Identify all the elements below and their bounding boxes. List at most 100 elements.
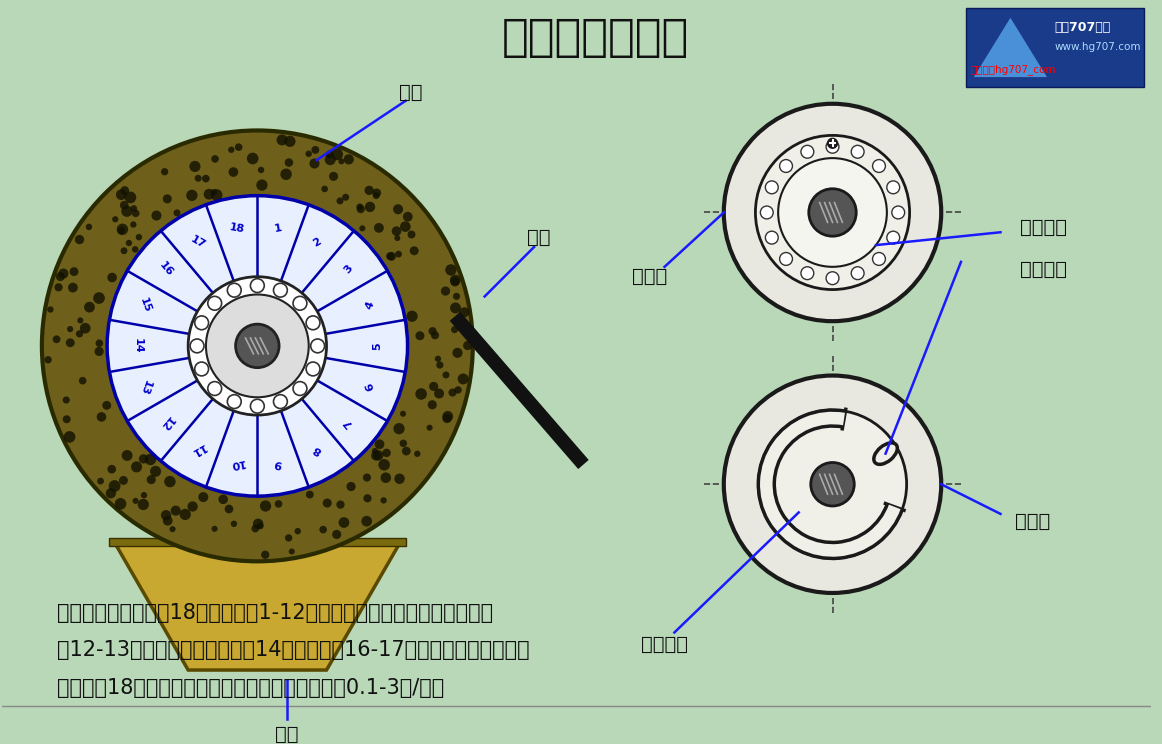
Circle shape <box>70 267 78 276</box>
Circle shape <box>280 169 292 180</box>
Circle shape <box>306 316 320 330</box>
Circle shape <box>392 226 401 236</box>
Circle shape <box>359 225 365 231</box>
Circle shape <box>253 519 264 529</box>
Circle shape <box>145 454 156 465</box>
Circle shape <box>780 252 792 266</box>
Circle shape <box>116 189 127 200</box>
Text: 10: 10 <box>228 458 245 470</box>
Circle shape <box>261 551 270 559</box>
Text: 4: 4 <box>364 300 375 310</box>
Text: 9: 9 <box>273 458 282 469</box>
Circle shape <box>309 158 320 169</box>
Circle shape <box>211 526 217 532</box>
Circle shape <box>293 382 307 396</box>
Circle shape <box>431 331 439 339</box>
Circle shape <box>322 186 328 192</box>
Circle shape <box>801 145 813 158</box>
Circle shape <box>67 326 73 333</box>
Circle shape <box>170 526 175 532</box>
Circle shape <box>69 283 78 292</box>
Circle shape <box>218 495 228 504</box>
Circle shape <box>724 103 941 321</box>
Circle shape <box>379 459 390 470</box>
Circle shape <box>285 158 293 167</box>
Circle shape <box>210 189 222 201</box>
Circle shape <box>48 307 53 312</box>
Circle shape <box>311 146 320 154</box>
Circle shape <box>395 251 402 257</box>
Circle shape <box>443 414 452 423</box>
Circle shape <box>206 295 309 397</box>
Text: 卸料区，18区外侧之刮刀将滤饼刮下。转筒转速为0.1-3转/分。: 卸料区，18区外侧之刮刀将滤饼刮下。转筒转速为0.1-3转/分。 <box>57 678 444 698</box>
Circle shape <box>435 388 444 399</box>
Circle shape <box>336 501 345 509</box>
Circle shape <box>94 347 103 356</box>
Circle shape <box>132 246 138 253</box>
Circle shape <box>125 240 132 246</box>
Circle shape <box>373 192 380 199</box>
Text: 8: 8 <box>311 443 323 456</box>
Circle shape <box>228 283 242 297</box>
Circle shape <box>63 397 70 403</box>
Circle shape <box>64 431 76 443</box>
Circle shape <box>294 528 301 534</box>
Circle shape <box>58 269 69 278</box>
Circle shape <box>332 530 342 539</box>
Circle shape <box>163 194 172 203</box>
Circle shape <box>363 473 371 481</box>
Circle shape <box>137 499 149 510</box>
Circle shape <box>320 526 327 533</box>
Circle shape <box>260 501 271 512</box>
Circle shape <box>449 388 457 397</box>
Circle shape <box>173 209 180 217</box>
Circle shape <box>109 480 121 492</box>
Text: 通气凹槽: 通气凹槽 <box>1020 260 1067 279</box>
Circle shape <box>310 339 324 353</box>
Circle shape <box>403 212 413 222</box>
Circle shape <box>211 155 218 163</box>
Circle shape <box>74 235 84 244</box>
Circle shape <box>98 478 103 484</box>
Text: 吸液凹槽: 吸液凹槽 <box>641 635 688 654</box>
Circle shape <box>443 371 450 379</box>
Circle shape <box>117 227 124 234</box>
Circle shape <box>66 339 74 347</box>
Circle shape <box>229 167 238 177</box>
Circle shape <box>887 181 899 193</box>
Circle shape <box>235 144 243 151</box>
Circle shape <box>386 252 394 260</box>
Circle shape <box>191 339 205 353</box>
Circle shape <box>121 247 128 254</box>
Text: 割刀: 割刀 <box>528 228 551 247</box>
Circle shape <box>780 159 792 173</box>
Circle shape <box>202 175 209 182</box>
Circle shape <box>195 316 208 330</box>
Circle shape <box>188 277 327 415</box>
Text: 浆料: 浆料 <box>275 725 299 744</box>
Circle shape <box>387 252 396 261</box>
Circle shape <box>306 490 314 498</box>
Text: 转筒真空过滤机: 转筒真空过滤机 <box>502 16 689 59</box>
Circle shape <box>408 231 416 239</box>
Circle shape <box>429 382 438 391</box>
Circle shape <box>199 492 208 502</box>
Circle shape <box>119 476 128 485</box>
Circle shape <box>180 509 191 520</box>
Circle shape <box>365 186 374 195</box>
Circle shape <box>759 410 906 558</box>
Text: 3: 3 <box>343 263 356 275</box>
Circle shape <box>361 516 372 527</box>
Circle shape <box>338 517 350 527</box>
Circle shape <box>382 449 390 457</box>
Circle shape <box>257 179 267 190</box>
Circle shape <box>251 400 264 413</box>
Circle shape <box>374 440 385 449</box>
Text: 转动盘: 转动盘 <box>632 267 667 286</box>
Circle shape <box>86 224 92 230</box>
Circle shape <box>258 167 264 173</box>
Circle shape <box>130 222 136 228</box>
Text: 18: 18 <box>228 222 245 234</box>
Circle shape <box>410 246 418 255</box>
Circle shape <box>187 501 198 512</box>
